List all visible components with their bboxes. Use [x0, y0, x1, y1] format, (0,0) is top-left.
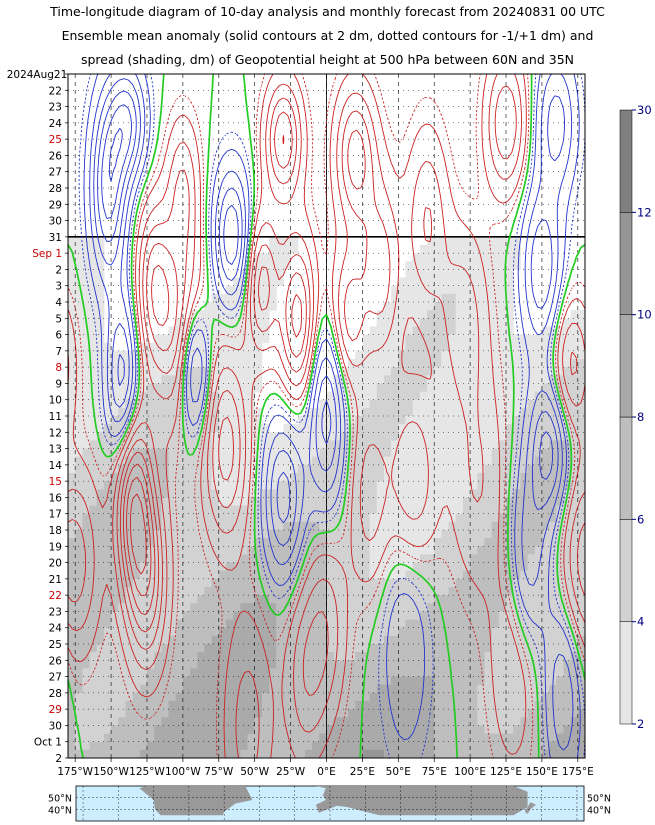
colorbar: 2 4 6 8 10 12 30	[619, 103, 652, 731]
grid-lines	[68, 74, 585, 758]
y-tick-label: 31	[49, 232, 62, 244]
y-tick-label: 11	[49, 411, 62, 423]
y-tick-label: 17	[49, 509, 62, 521]
x-tick-label: 50°E	[386, 766, 411, 778]
x-tick-label: 25°E	[350, 766, 375, 778]
contour-6	[68, 85, 585, 696]
y-tick-label: 5	[55, 313, 62, 325]
x-tick-label: 125°W	[129, 766, 165, 778]
y-tick-label: Sep 1	[32, 248, 62, 260]
y-tick-label: 16	[49, 492, 63, 504]
contour-0.0001	[68, 74, 585, 758]
chart-title-line-1: Time-longitude diagram of 10-day analysi…	[50, 4, 605, 19]
y-tick-label: 19	[49, 541, 62, 553]
y-tick-label: 27	[49, 672, 62, 684]
y-tick-label: 12	[49, 427, 62, 439]
contour-12	[126, 476, 152, 597]
y-tick-label: 6	[55, 330, 62, 342]
y-tick-label: 26	[49, 655, 63, 667]
map-lat-label-right: 40°N	[587, 805, 611, 816]
y-tick-label: 10	[49, 395, 62, 407]
y-tick-label: 28	[49, 183, 62, 195]
y-tick-label: 25	[49, 134, 62, 146]
chart-title-line-3: spread (shading, dm) of Geopotential hei…	[80, 52, 575, 67]
x-axis-labels: 175°W 150°W 125°W 100°W 75°W 50°W 25°W 0°E 25°E 5…	[57, 758, 594, 778]
y-tick-label: 23	[49, 606, 62, 618]
contour-2	[68, 74, 585, 758]
x-tick-label: 150°E	[526, 766, 558, 778]
y-tick-label: 25	[49, 639, 62, 651]
y-tick-label: 22	[49, 590, 62, 602]
contour-14	[129, 493, 147, 575]
y-tick-label: 27	[49, 167, 62, 179]
contour--8	[97, 90, 554, 524]
y-tick-label: 26	[49, 150, 63, 162]
colorbar-tick-label: 2	[637, 717, 644, 731]
map-lat-label-right: 50°N	[587, 794, 611, 805]
y-tick-label: 24	[49, 118, 63, 130]
contour-1	[68, 74, 585, 758]
colorbar-tick-label: 4	[637, 615, 644, 629]
y-tick-label: 30	[49, 216, 62, 228]
y-tick-label: 29	[49, 704, 62, 716]
x-tick-label: 100°E	[454, 766, 486, 778]
colorbar-tick-label: 10	[637, 308, 652, 322]
x-tick-label: 150°W	[93, 766, 129, 778]
y-tick-label: 2024Aug21	[7, 69, 68, 81]
map-lat-label-left: 40°N	[48, 805, 72, 816]
y-tick-label: 8	[55, 362, 62, 374]
map-lat-label-left: 50°N	[48, 794, 72, 805]
reference-map: 50°N 50°N40°N 40°N	[48, 785, 611, 822]
y-tick-label: 30	[49, 720, 62, 732]
contour-8	[119, 111, 366, 633]
chart-title-line-2: Ensemble mean anomaly (solid contours at…	[61, 28, 594, 43]
x-tick-label: 75°E	[422, 766, 447, 778]
y-tick-label: 7	[55, 346, 62, 358]
y-tick-label: 28	[49, 688, 62, 700]
x-tick-label: 125°E	[490, 766, 522, 778]
y-tick-label: 14	[49, 460, 63, 472]
y-tick-label: 9	[55, 378, 62, 390]
contour--4	[89, 74, 574, 751]
y-tick-label: 15	[49, 476, 62, 488]
y-tick-label: 21	[49, 574, 62, 586]
y-tick-label: 13	[49, 444, 62, 456]
y-tick-label: 29	[49, 199, 62, 211]
y-tick-label: 24	[49, 623, 63, 635]
y-tick-label: 3	[55, 281, 62, 293]
y-tick-label: 2	[55, 753, 62, 765]
contour--12	[108, 128, 123, 182]
x-tick-label: 100°W	[165, 766, 201, 778]
y-tick-label: 4	[55, 297, 62, 309]
x-tick-label: 0°E	[317, 766, 336, 778]
colorbar-tick-label: 8	[637, 410, 644, 424]
x-tick-label: 75°W	[204, 766, 234, 778]
y-tick-label: Oct 1	[34, 737, 62, 749]
contour-10	[122, 135, 303, 616]
anomaly-contours	[68, 74, 585, 758]
y-tick-label: 20	[49, 558, 62, 570]
y-tick-label: 23	[49, 102, 62, 114]
x-tick-label: 25°W	[276, 766, 306, 778]
x-tick-label: 175°E	[562, 766, 594, 778]
y-tick-label: 2	[55, 264, 62, 276]
x-tick-label: 50°W	[240, 766, 270, 778]
y-tick-label: 22	[49, 85, 62, 97]
colorbar-tick-label: 6	[637, 512, 644, 526]
contour-4	[68, 74, 585, 758]
contour--6	[93, 78, 565, 547]
contour--10	[101, 104, 132, 219]
colorbar-tick-label: 12	[637, 205, 652, 219]
y-tick-label: 18	[49, 525, 62, 537]
contour--2	[83, 74, 581, 758]
colorbar-tick-label: 30	[637, 103, 652, 117]
x-tick-label: 175°W	[57, 766, 93, 778]
